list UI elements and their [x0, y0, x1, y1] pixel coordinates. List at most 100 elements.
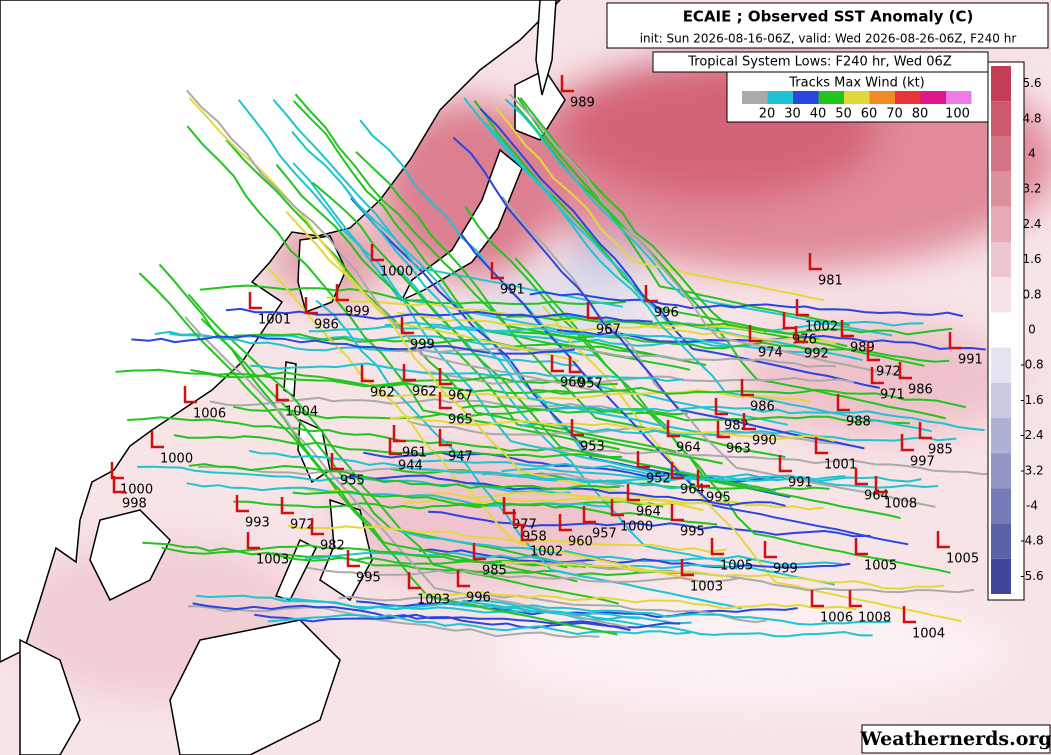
- low-marker: [848, 590, 862, 608]
- low-marker: [183, 386, 197, 404]
- low-marker: [626, 484, 640, 502]
- pressure-label: 974: [758, 346, 783, 361]
- pressure-label: 965: [448, 413, 473, 428]
- low-marker: [246, 532, 260, 550]
- low-marker: [280, 497, 294, 515]
- colorbar-swatch: [991, 488, 1011, 524]
- wind-swatch: [844, 91, 870, 104]
- pressure-label: 964: [636, 505, 661, 520]
- track: [248, 449, 685, 490]
- track: [233, 405, 688, 420]
- pressure-label: 1006: [193, 407, 226, 422]
- pressure-label: 1003: [417, 593, 450, 608]
- wind-swatch: [742, 91, 768, 104]
- low-marker: [388, 438, 402, 456]
- pressure-label: 989: [570, 96, 595, 111]
- pressure-label: 1000: [120, 483, 153, 498]
- low-marker: [636, 451, 650, 469]
- pressure-label: 997: [910, 455, 935, 470]
- track: [196, 594, 640, 620]
- low-marker: [402, 364, 416, 382]
- pressure-label: 996: [466, 591, 491, 606]
- track: [410, 459, 846, 482]
- track: [225, 139, 677, 453]
- pressure-label: 989: [850, 341, 875, 356]
- watermark-box: [861, 724, 1051, 754]
- track: [494, 106, 825, 302]
- track: [188, 463, 620, 491]
- low-marker: [900, 434, 914, 452]
- low-marker: [248, 292, 262, 310]
- low-marker: [502, 497, 516, 515]
- low-marker: [810, 590, 824, 608]
- low-marker: [112, 476, 126, 494]
- pressure-label: 993: [245, 516, 270, 531]
- pressure-label: 947: [448, 450, 473, 465]
- colorbar-swatch: [991, 453, 1011, 489]
- low-marker: [582, 506, 596, 524]
- low-marker: [304, 297, 318, 315]
- pressure-label: 999: [410, 338, 435, 353]
- track: [389, 415, 835, 443]
- pressure-label: 971: [880, 388, 905, 403]
- pressure-label: 991: [958, 353, 983, 368]
- low-marker: [456, 570, 470, 588]
- track: [173, 434, 623, 459]
- track: [479, 108, 880, 389]
- low-marker: [560, 75, 574, 93]
- wind-label: 20: [759, 107, 776, 122]
- low-marker: [814, 437, 828, 455]
- pressure-label: 1005: [720, 559, 753, 574]
- track: [542, 305, 962, 623]
- track: [267, 267, 703, 583]
- wind-label: 80: [912, 107, 929, 122]
- pressure-label: 1005: [864, 559, 897, 574]
- track: [234, 333, 664, 358]
- track: [396, 311, 836, 345]
- track: [428, 510, 871, 538]
- colorbar-tick-label: -2.4: [1020, 428, 1043, 442]
- track: [190, 369, 618, 388]
- track: [294, 93, 707, 366]
- track: [292, 162, 692, 482]
- pressure-label: 999: [773, 562, 798, 577]
- colorbar-tick-label: 4: [1028, 147, 1036, 161]
- low-marker: [808, 253, 822, 271]
- track: [267, 613, 692, 636]
- pressure-label: 967: [448, 389, 473, 404]
- low-marker: [854, 538, 868, 556]
- pressure-label: 996: [654, 306, 679, 321]
- track: [311, 181, 749, 487]
- track: [338, 594, 767, 624]
- pressure-label: 955: [340, 474, 365, 489]
- low-marker: [918, 422, 932, 440]
- low-marker: [335, 284, 349, 302]
- colorbar-tick-label: -5.6: [1020, 569, 1043, 583]
- wind-swatch: [818, 91, 844, 104]
- pressure-label: 985: [928, 443, 953, 458]
- colorbar-swatch: [991, 242, 1011, 278]
- low-marker: [472, 543, 486, 561]
- colorbar-tick-label: 4.8: [1022, 111, 1041, 125]
- low-marker: [520, 524, 534, 542]
- colorbar-tick-label: -1.6: [1020, 393, 1043, 407]
- track: [188, 605, 600, 639]
- colorbar-tick-label: -4.8: [1020, 534, 1043, 548]
- pressure-label: 952: [646, 472, 671, 487]
- track: [271, 552, 702, 577]
- colorbar: 5.6 4.8 4 3.2 2.4 1.6 0.8 0 -0.8 -1.6 -2.4 -3.2 -4 -4…: [987, 61, 1044, 601]
- colorbar-swatch: [991, 382, 1011, 418]
- low-marker: [696, 470, 710, 488]
- wind-label: 50: [835, 107, 852, 122]
- pressure-label: 995: [356, 571, 381, 586]
- track: [127, 416, 563, 453]
- colorbar-swatch: [991, 171, 1011, 207]
- low-marker: [360, 365, 374, 383]
- low-marker: [670, 504, 684, 522]
- pressure-label: 1000: [160, 452, 193, 467]
- low-marker: [370, 244, 384, 262]
- colorbar-swatch: [991, 558, 1011, 594]
- wind-swatch: [767, 91, 793, 104]
- track: [509, 93, 904, 378]
- track: [545, 405, 985, 432]
